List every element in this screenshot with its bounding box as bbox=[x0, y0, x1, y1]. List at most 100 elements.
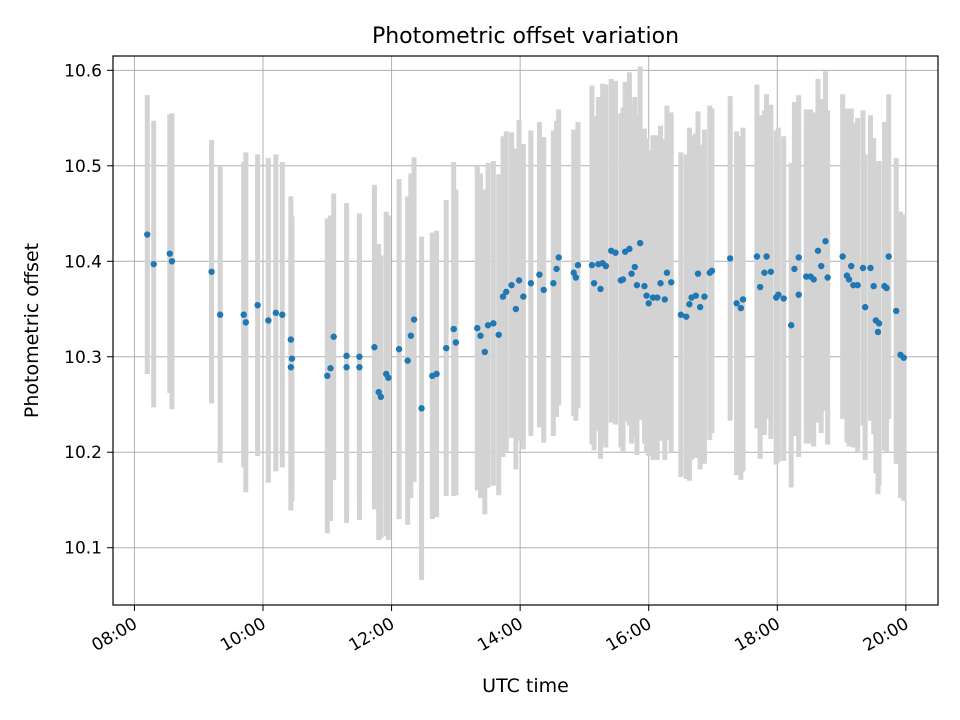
data-point bbox=[484, 322, 492, 329]
data-point bbox=[287, 336, 295, 343]
data-point bbox=[848, 262, 855, 270]
data-point bbox=[503, 288, 510, 296]
data-point bbox=[279, 311, 286, 318]
data-point bbox=[324, 372, 331, 380]
data-point bbox=[661, 296, 668, 303]
data-point bbox=[883, 284, 890, 292]
data-point bbox=[631, 263, 638, 271]
data-point bbox=[168, 258, 176, 265]
data-point bbox=[495, 331, 502, 338]
data-point bbox=[854, 281, 861, 289]
data-point bbox=[875, 320, 883, 327]
data-point bbox=[540, 286, 547, 294]
y-tick-label: 10.5 bbox=[64, 157, 102, 177]
data-point bbox=[150, 260, 157, 268]
data-point bbox=[657, 280, 664, 287]
data-point bbox=[818, 262, 825, 270]
data-point bbox=[240, 311, 247, 318]
y-tick-label: 10.1 bbox=[64, 539, 102, 559]
data-point bbox=[443, 344, 450, 352]
data-point bbox=[885, 253, 892, 260]
data-point bbox=[900, 354, 907, 361]
data-point bbox=[597, 285, 604, 293]
data-point bbox=[377, 393, 385, 401]
data-point bbox=[645, 300, 652, 307]
data-point bbox=[508, 281, 515, 289]
data-point bbox=[371, 344, 378, 351]
data-point bbox=[216, 311, 224, 318]
data-point bbox=[410, 316, 418, 323]
data-point bbox=[612, 249, 619, 256]
data-point bbox=[641, 282, 648, 290]
data-point bbox=[814, 247, 822, 254]
data-point bbox=[512, 305, 520, 313]
data-point bbox=[395, 345, 403, 353]
data-point bbox=[343, 352, 350, 360]
data-point bbox=[763, 253, 770, 260]
data-point bbox=[780, 295, 787, 302]
data-point bbox=[696, 303, 704, 311]
data-point bbox=[845, 276, 853, 283]
data-point bbox=[265, 317, 272, 324]
data-point bbox=[737, 304, 745, 312]
data-point bbox=[874, 328, 882, 336]
data-point bbox=[795, 254, 802, 261]
y-tick-label: 10.6 bbox=[64, 61, 102, 81]
data-point bbox=[254, 301, 261, 309]
y-tick-label: 10.2 bbox=[64, 443, 102, 463]
data-point bbox=[272, 309, 280, 317]
data-point bbox=[733, 300, 740, 307]
data-point bbox=[499, 293, 507, 300]
data-point bbox=[753, 253, 761, 260]
data-point bbox=[356, 364, 363, 371]
data-point bbox=[550, 280, 557, 287]
data-point bbox=[708, 267, 716, 275]
data-point bbox=[166, 250, 173, 257]
data-point bbox=[490, 320, 497, 327]
data-point bbox=[407, 332, 415, 339]
x-axis-label: UTC time bbox=[482, 675, 569, 697]
data-point bbox=[477, 332, 484, 339]
data-point bbox=[327, 365, 334, 372]
data-point bbox=[626, 245, 633, 253]
data-point bbox=[474, 324, 481, 332]
data-point bbox=[810, 276, 817, 283]
data-point bbox=[574, 261, 582, 269]
data-point bbox=[643, 292, 650, 299]
data-point bbox=[450, 325, 457, 333]
data-point bbox=[385, 374, 392, 381]
data-point bbox=[824, 274, 831, 281]
data-point bbox=[701, 293, 708, 300]
data-point bbox=[288, 355, 296, 362]
data-point bbox=[859, 264, 867, 272]
data-point bbox=[861, 303, 869, 311]
chart-title: Photometric offset variation bbox=[372, 24, 679, 49]
y-axis-label: Photometric offset bbox=[21, 243, 43, 418]
data-point bbox=[795, 291, 802, 298]
data-point bbox=[404, 357, 411, 364]
data-point bbox=[663, 269, 671, 276]
data-point bbox=[654, 294, 661, 301]
y-axis-ticks: 10.1 10.2 10.3 10.4 10.5 10.6 bbox=[64, 61, 113, 559]
data-point bbox=[570, 269, 577, 276]
data-point bbox=[628, 270, 635, 277]
data-point bbox=[893, 307, 900, 315]
data-point bbox=[572, 274, 580, 281]
y-tick-label: 10.4 bbox=[64, 252, 102, 272]
data-point bbox=[602, 262, 610, 270]
data-point bbox=[761, 269, 768, 276]
data-point bbox=[686, 301, 693, 308]
data-point bbox=[515, 277, 523, 284]
data-point bbox=[822, 238, 829, 245]
data-point bbox=[739, 296, 747, 303]
data-point bbox=[619, 276, 627, 283]
data-point bbox=[692, 292, 700, 299]
data-point bbox=[788, 322, 795, 329]
y-tick-label: 10.3 bbox=[64, 348, 102, 368]
data-point bbox=[791, 265, 798, 273]
data-point bbox=[287, 364, 295, 371]
data-point bbox=[775, 291, 782, 298]
data-point bbox=[553, 265, 560, 273]
data-point bbox=[636, 239, 644, 247]
